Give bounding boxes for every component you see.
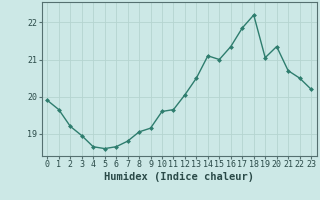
X-axis label: Humidex (Indice chaleur): Humidex (Indice chaleur) [104, 172, 254, 182]
